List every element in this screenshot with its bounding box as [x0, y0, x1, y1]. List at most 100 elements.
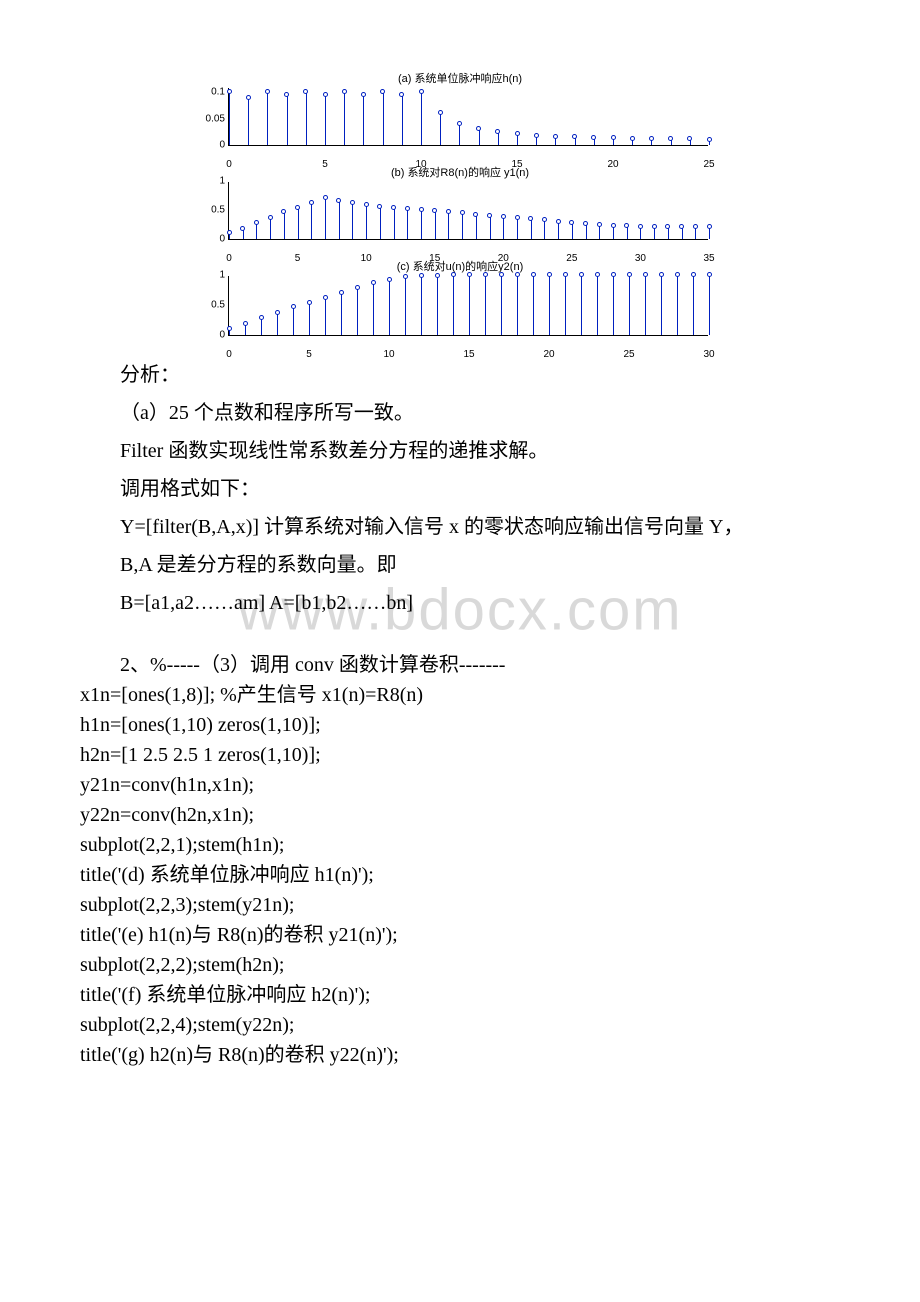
stem-marker	[451, 272, 456, 277]
ytick: 0.1	[195, 87, 225, 98]
y-axis: 00.050.1	[195, 88, 225, 145]
stem	[632, 139, 633, 145]
stem-marker	[387, 277, 392, 282]
stem	[284, 212, 285, 239]
chart-title: (b) 系统对R8(n)的响应 y1(n)	[200, 164, 720, 180]
stem-marker	[691, 272, 696, 277]
analysis-line-a: （a）25 个点数和程序所写一致。	[80, 394, 840, 432]
stem	[407, 209, 408, 239]
stem	[248, 98, 249, 145]
stem-marker	[679, 224, 684, 229]
code-line-11: title('(f) 系统单位脉冲响应 h2(n)');	[80, 980, 840, 1010]
stem	[363, 95, 364, 145]
stem-marker	[652, 224, 657, 229]
stem	[682, 227, 683, 239]
stem	[613, 226, 614, 239]
stem-marker	[371, 280, 376, 285]
stem-marker	[687, 136, 692, 141]
stem-marker	[467, 272, 472, 277]
stem-marker	[534, 133, 539, 138]
stem	[627, 226, 628, 239]
stem	[339, 201, 340, 239]
stem	[306, 92, 307, 145]
stem	[366, 205, 367, 239]
stem-marker	[268, 215, 273, 220]
ytick: 0	[195, 330, 225, 341]
stem-marker	[377, 204, 382, 209]
stem	[645, 275, 646, 335]
stem-marker	[579, 272, 584, 277]
ytick: 0.5	[195, 300, 225, 311]
subplot-b: (b) 系统对R8(n)的响应 y1(n)00.5105101520253035	[200, 164, 720, 240]
chart-block: (a) 系统单位脉冲响应h(n)00.050.10510152025 (b) 系…	[200, 70, 720, 336]
stem-marker	[281, 209, 286, 214]
stem	[389, 280, 390, 335]
stem-marker	[597, 222, 602, 227]
stem-marker	[665, 224, 670, 229]
stem-marker	[528, 216, 533, 221]
stem-marker	[339, 290, 344, 295]
stem-marker	[265, 89, 270, 94]
analysis-heading: 分析：	[80, 356, 840, 394]
chart-title: (c) 系统对u(n)的响应y2(n)	[200, 258, 720, 274]
stem	[533, 275, 534, 335]
stem	[229, 92, 230, 145]
stem	[640, 227, 641, 239]
stem-marker	[323, 295, 328, 300]
stem	[383, 92, 384, 145]
code-line-10: subplot(2,2,2);stem(h2n);	[80, 950, 840, 980]
stem-marker	[591, 135, 596, 140]
stem	[709, 227, 710, 239]
stem-marker	[556, 219, 561, 224]
stem	[243, 229, 244, 239]
stem	[373, 283, 374, 335]
ytick: 0	[195, 234, 225, 245]
stem-marker	[707, 224, 712, 229]
ytick: 0.5	[195, 205, 225, 216]
stem-marker	[572, 134, 577, 139]
stem-marker	[227, 326, 232, 331]
stem	[421, 210, 422, 239]
stem-marker	[419, 89, 424, 94]
stem-marker	[275, 310, 280, 315]
stem-marker	[668, 136, 673, 141]
ytick: 0	[195, 140, 225, 151]
plot-area: 00.51051015202530	[228, 276, 708, 336]
code-line-6: subplot(2,2,1);stem(h1n);	[80, 830, 840, 860]
stem	[435, 211, 436, 239]
stem-marker	[569, 220, 574, 225]
stem-marker	[391, 205, 396, 210]
stem	[421, 92, 422, 145]
stem-marker	[303, 89, 308, 94]
ytick: 1	[195, 176, 225, 187]
stem-marker	[707, 272, 712, 277]
stem	[469, 275, 470, 335]
stem-marker	[435, 273, 440, 278]
ba-vectors: B=[a1,a2……am] A=[b1,b2……bn]	[80, 584, 840, 622]
stem	[581, 275, 582, 335]
xtick: 20	[543, 349, 554, 360]
stem	[498, 132, 499, 145]
stem-marker	[487, 213, 492, 218]
stem-marker	[595, 272, 600, 277]
stem	[476, 215, 477, 239]
stem	[654, 227, 655, 239]
code-line-2: h1n=[ones(1,10) zeros(1,10)];	[80, 710, 840, 740]
code-heading: 2、%-----（3）调用 conv 函数计算卷积-------	[80, 650, 840, 680]
stem-marker	[419, 207, 424, 212]
stem-marker	[495, 129, 500, 134]
stem	[549, 275, 550, 335]
ba-desc: B,A 是差分方程的系数向量。即	[80, 546, 840, 584]
stem-marker	[547, 272, 552, 277]
plot-area: 00.050.10510152025	[228, 88, 708, 146]
stem	[459, 124, 460, 145]
xtick: 10	[383, 349, 394, 360]
stem-marker	[499, 272, 504, 277]
stem-marker	[457, 121, 462, 126]
stem-marker	[476, 126, 481, 131]
stem-marker	[531, 272, 536, 277]
stem	[651, 139, 652, 145]
stem-marker	[254, 220, 259, 225]
stem	[544, 220, 545, 239]
stem	[405, 277, 406, 335]
